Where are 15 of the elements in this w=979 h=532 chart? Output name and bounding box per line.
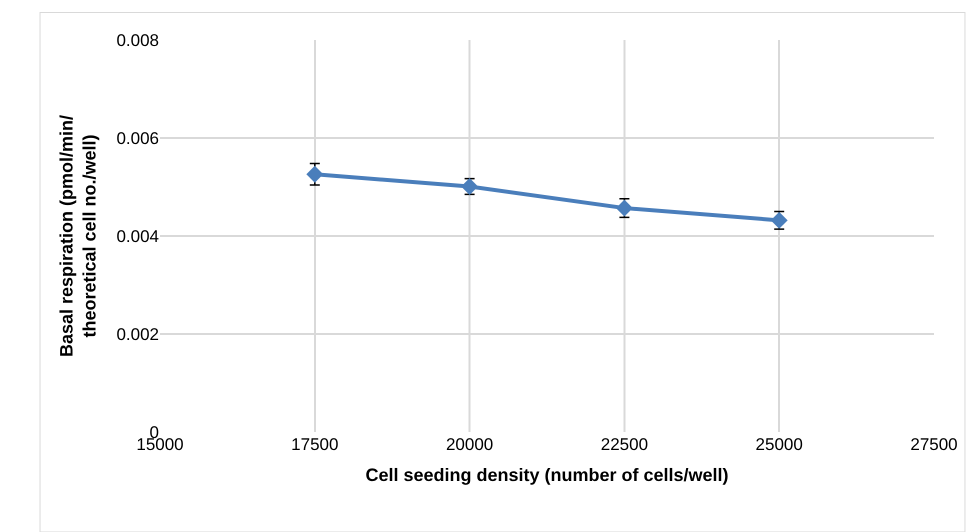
point [616,200,633,217]
x-tick-label: 25000 [756,435,803,454]
x-tick-label: 17500 [291,435,338,454]
x-tick-label: 22500 [600,435,648,454]
y-axis-title: Basal respiration (pmol/min/ theoretical cell no./well) [56,114,100,358]
x-tick-label: 20000 [446,435,494,454]
y-tick-label: 0.008 [116,30,159,50]
point [306,166,324,183]
point [770,212,788,229]
y-tick-label: 0.004 [116,226,159,246]
y-tick-label: 0.002 [116,324,159,344]
y-tick-label: 0.006 [116,128,159,148]
x-tick-label: 27500 [910,435,958,454]
point [461,178,478,196]
x-axis-title: Cell seeding density (number of cells/well) [365,465,729,486]
